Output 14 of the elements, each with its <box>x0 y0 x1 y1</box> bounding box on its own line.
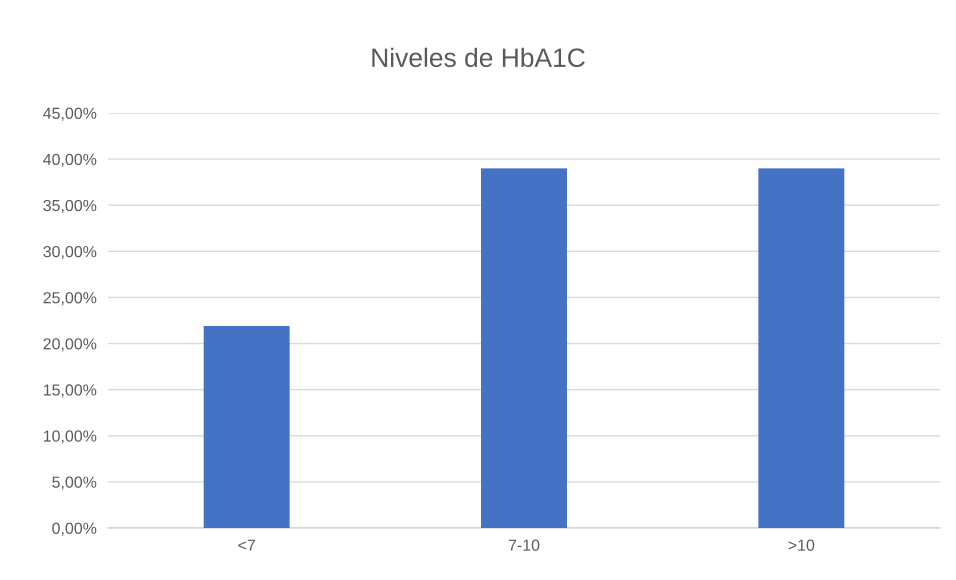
y-tick-label: 0,00% <box>52 522 96 536</box>
y-tick-label: 45,00% <box>43 108 96 121</box>
y-tick-label: 5,00% <box>52 476 96 490</box>
x-tick-label: 7-10 <box>508 540 540 551</box>
y-tick-label: 30,00% <box>43 246 96 260</box>
y-tick-label: 10,00% <box>44 430 96 444</box>
x-tick-label: >10 <box>788 540 814 551</box>
y-tick-label: 15,00% <box>44 384 96 398</box>
x-tick-label: <7 <box>238 540 255 551</box>
chart-title: Niveles de HbA1C <box>372 48 585 68</box>
y-tick-label: 35,00% <box>43 200 96 214</box>
y-tick-label: 25,00% <box>44 292 96 306</box>
y-tick-label: 40,00% <box>43 154 96 167</box>
y-tick-label: 20,00% <box>44 338 96 352</box>
